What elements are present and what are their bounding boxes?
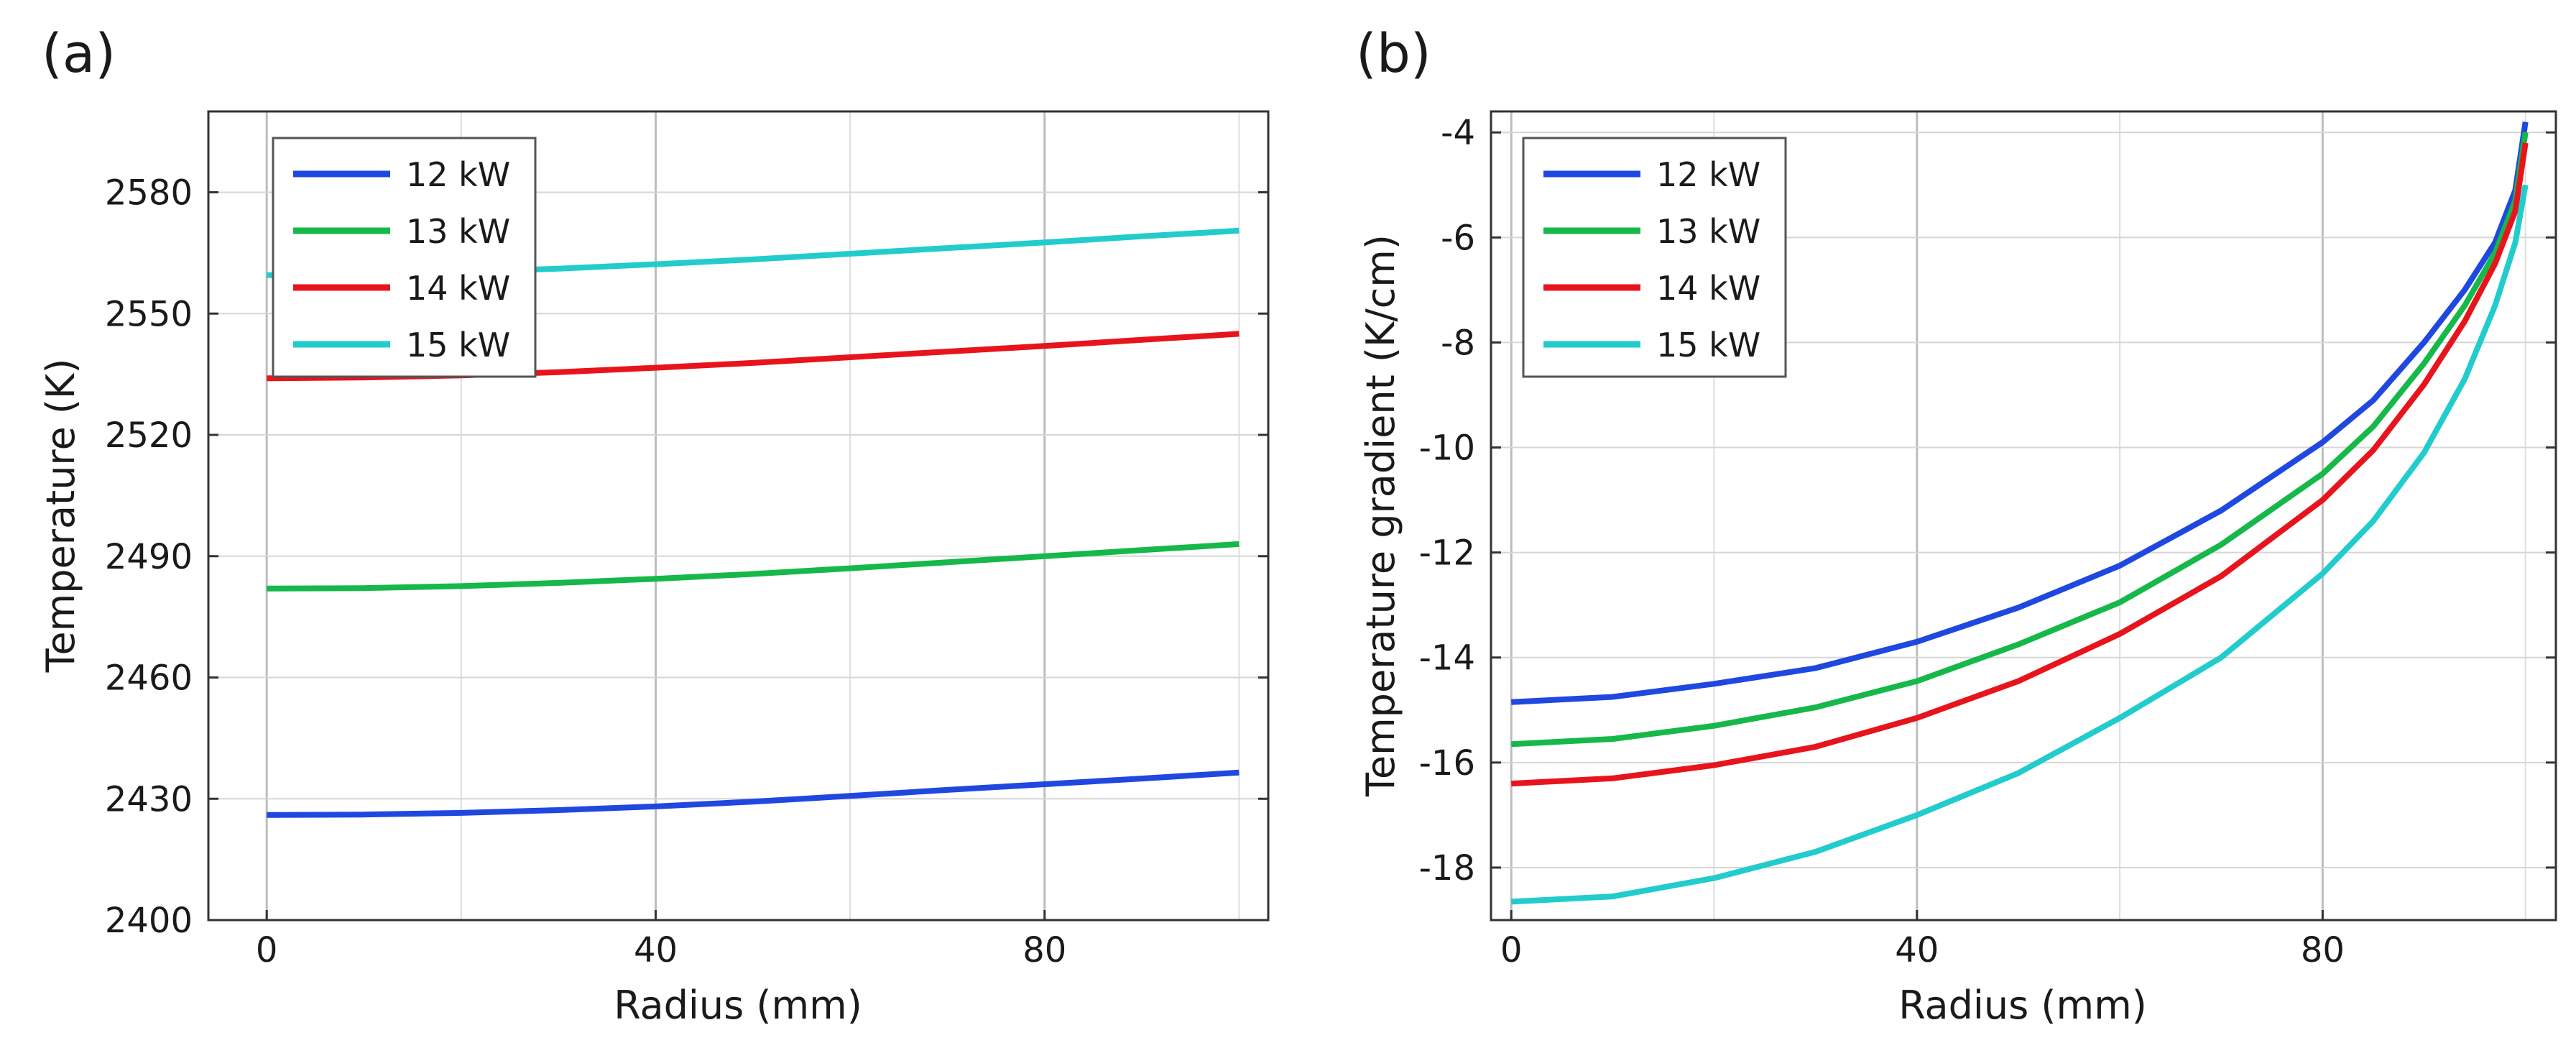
panel-b-y-tick-label: -10 (1419, 428, 1475, 469)
panel-b-series-line-14-kw (1510, 142, 2529, 787)
panel-b-legend-label: 13 kW (1656, 212, 1760, 251)
panel-b-x-axis-label: Radius (mm) (1898, 983, 2147, 1028)
panel-b-series-line-12-kw (1510, 121, 2529, 705)
panel-b-series-line-15-kw (1510, 184, 2529, 905)
panel-a-legend-label: 15 kW (406, 326, 510, 364)
panel-a-y-tick-label: 2580 (105, 173, 193, 213)
panel-a-x-tick-label: 80 (1022, 930, 1066, 970)
panel-b-label: (b) (1356, 23, 1431, 85)
panel-b-legend-label: 12 kW (1656, 155, 1760, 194)
panel-a-y-tick-label: 2430 (105, 779, 193, 819)
panel-b-y-tick-label: -4 (1441, 113, 1475, 153)
panel-b-legend-label: 14 kW (1656, 269, 1760, 308)
panel-a-series-line-12-kw (267, 769, 1239, 818)
panel-a-x-axis-label: Radius (mm) (614, 983, 862, 1028)
panel-b-y-tick-label: -6 (1441, 218, 1475, 258)
panel-a-legend-label: 13 kW (406, 212, 510, 251)
panel-a-series (267, 227, 1239, 818)
panel-a-legend: 12 kW 13 kW 14 kW 15 kW (272, 137, 537, 378)
panel-b-ticks: 0 40 80 -18 -16 -14 -12 -10 -8 -6 -4 (1419, 113, 2556, 970)
panel-a-x-tick-label: 0 (256, 930, 278, 970)
panel-a-label: (a) (42, 23, 116, 85)
panel-a-legend-box (272, 137, 537, 378)
panel-a-x-tick-label: 40 (634, 930, 678, 970)
panel-a-ticks: 0 40 80 2400 2430 2460 2490 2520 2550 2580 (105, 173, 1268, 970)
panel-b-series-line-13-kw (1510, 132, 2529, 748)
panel-a-y-tick-label: 2550 (105, 294, 193, 334)
panel-b-y-tick-label: -8 (1441, 323, 1475, 363)
panel-a-y-tick-label: 2520 (105, 415, 193, 456)
panel-b-y-tick-label: -18 (1419, 848, 1475, 888)
panel-a-y-tick-label: 2460 (105, 658, 193, 699)
panel-b-gradient-chart: (b) 0 40 80 -18 -16 -14 -12 -10 -8 -6 -4 Radius (m… (1356, 23, 2557, 1028)
panel-b-x-tick-label: 80 (2301, 930, 2345, 970)
panel-a-legend-label: 14 kW (406, 269, 510, 308)
panel-b-plot-frame (1490, 110, 2557, 922)
panel-b-y-axis-label: Temperature gradient (K/cm) (1358, 234, 1403, 797)
panel-b-legend-box (1522, 137, 1787, 378)
panel-a-y-tick-label: 2490 (105, 537, 193, 577)
panel-a-series-line-13-kw (267, 541, 1239, 592)
panel-b-y-tick-label: -12 (1419, 533, 1475, 574)
panel-b-legend-label: 15 kW (1656, 326, 1760, 364)
panel-b-x-tick-label: 0 (1500, 930, 1523, 970)
panel-a-temperature-chart: (a) 0 40 80 2400 2430 2460 2490 2520 2550 2580 Ra… (38, 23, 1270, 1028)
panel-a-legend-label: 12 kW (406, 155, 510, 194)
panel-a-plot-frame (207, 110, 1270, 922)
panel-b-x-tick-label: 40 (1895, 930, 1939, 970)
panel-b-series (1510, 121, 2529, 905)
panel-b-legend: 12 kW 13 kW 14 kW 15 kW (1522, 137, 1787, 378)
panel-b-y-tick-label: -16 (1419, 743, 1475, 784)
panel-a-y-tick-label: 2400 (105, 901, 193, 941)
panel-a-y-axis-label: Temperature (K) (38, 359, 83, 674)
panel-b-y-tick-label: -14 (1419, 638, 1475, 679)
